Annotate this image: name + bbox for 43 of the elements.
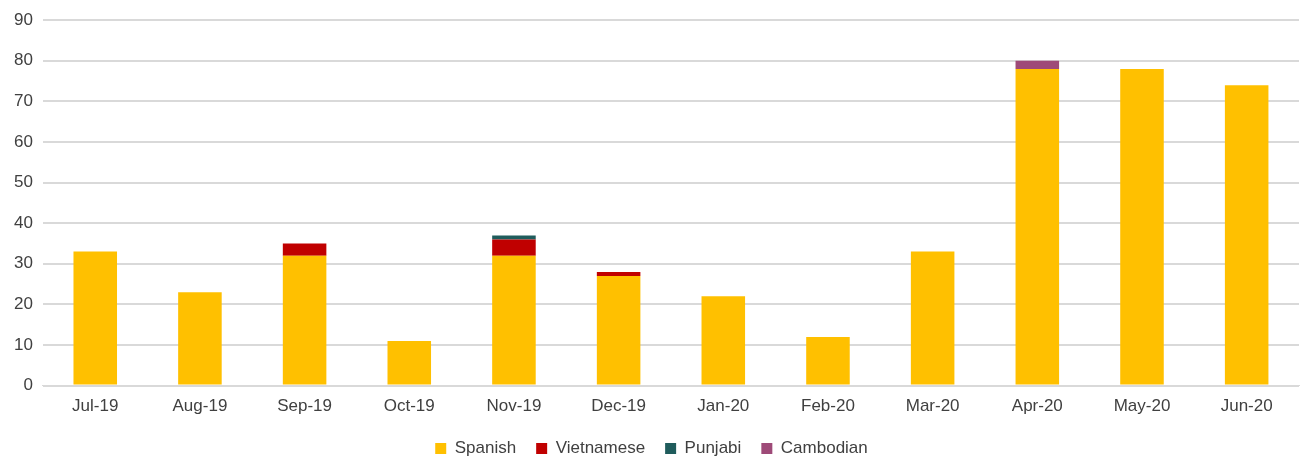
x-tick-label: Sep-19	[277, 396, 333, 416]
y-tick-label: 10	[13, 334, 33, 354]
bar	[387, 340, 432, 385]
x-tick-label: Oct-19	[383, 396, 435, 416]
legend-label: Punjabi	[684, 438, 742, 458]
bar	[596, 275, 641, 385]
bar	[1120, 68, 1164, 385]
x-tick-label: Jan-20	[697, 396, 750, 416]
legend-label: Vietnamese	[555, 438, 646, 458]
y-tick-label: 90	[13, 9, 33, 29]
y-tick-label: 60	[13, 131, 33, 151]
bar	[492, 235, 536, 240]
bar	[282, 255, 327, 385]
bar	[910, 251, 955, 385]
y-tick-label: 30	[13, 253, 33, 273]
x-tick-label: May-20	[1113, 396, 1171, 416]
bar	[1015, 60, 1060, 69]
x-tick-label: Apr-20	[1011, 396, 1063, 416]
legend-label: Spanish	[454, 438, 517, 458]
x-tick-label: Mar-20	[905, 396, 960, 416]
x-tick-label: Aug-19	[172, 396, 228, 416]
bar	[492, 255, 536, 385]
legend-label: Cambodian	[780, 438, 868, 458]
x-tick-label: Jun-20	[1220, 396, 1273, 416]
bar	[73, 251, 118, 385]
bar	[1224, 85, 1269, 385]
y-tick-label: 80	[13, 50, 33, 70]
x-tick-label: Jul-19	[72, 396, 119, 416]
x-tick-label: Dec-19	[591, 396, 647, 416]
y-tick-label: 50	[13, 172, 33, 192]
y-tick-label: 20	[13, 294, 33, 314]
y-tick-label: 70	[13, 91, 33, 111]
bar	[178, 292, 222, 385]
x-tick-label: Feb-20	[801, 396, 855, 416]
bar	[596, 271, 641, 276]
bar	[282, 243, 327, 256]
y-tick-label: 40	[13, 212, 33, 232]
bar	[701, 296, 746, 385]
bar	[1015, 68, 1060, 385]
bar	[806, 336, 850, 385]
bar	[492, 239, 536, 256]
y-tick-label: 0	[23, 375, 33, 395]
x-tick-label: Nov-19	[486, 396, 542, 416]
